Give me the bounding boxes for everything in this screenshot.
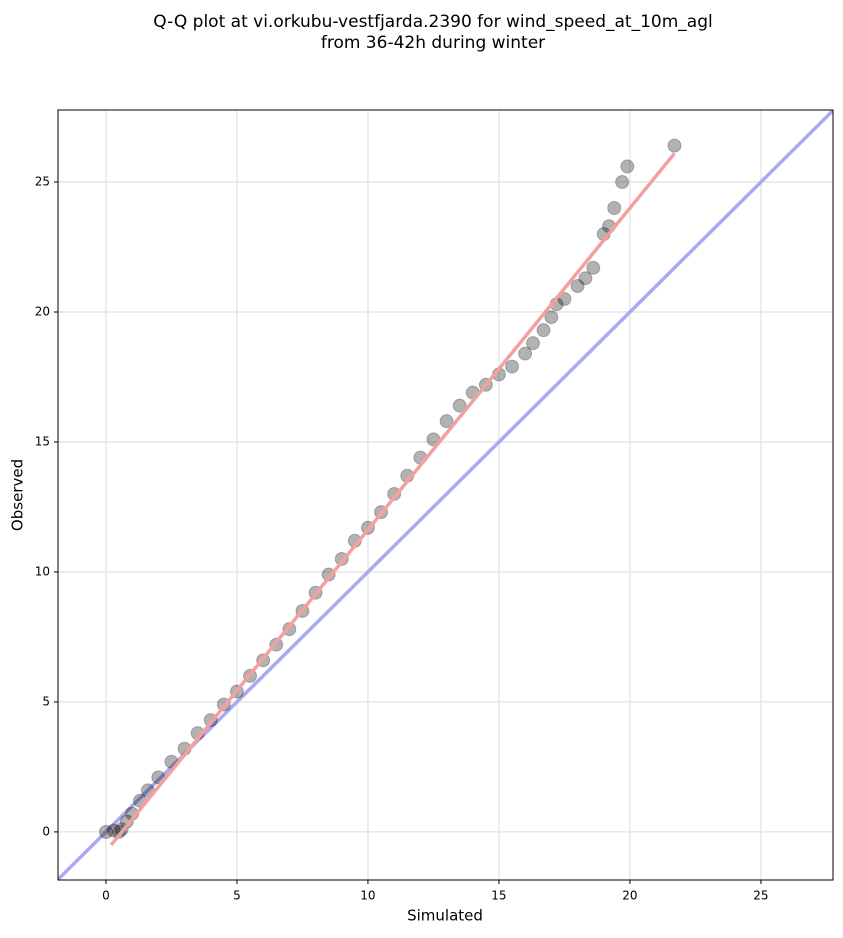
x-tick-label: 5 — [233, 889, 241, 903]
x-tick-label: 20 — [622, 889, 637, 903]
point — [452, 398, 467, 413]
y-tick-label: 0 — [42, 824, 50, 838]
y-axis-label: Observed — [9, 459, 27, 531]
x-tick-label: 25 — [753, 889, 768, 903]
point — [526, 336, 541, 351]
y-tick-label: 15 — [35, 434, 50, 448]
plot-area — [58, 110, 833, 880]
point — [387, 486, 402, 501]
chart-title: Q-Q plot at vi.orkubu-vestfjarda.2390 fo… — [153, 12, 712, 32]
y-tick-label: 25 — [35, 175, 50, 189]
point — [570, 278, 585, 293]
point — [620, 159, 635, 174]
point — [518, 346, 533, 361]
y-tick-label: 5 — [42, 694, 50, 708]
point — [98, 824, 113, 839]
axes: 0 5 10 15 20 25 0 5 10 15 20 25 — [35, 175, 769, 903]
chart-title: from 36-42h during winter — [321, 33, 545, 53]
point — [615, 175, 630, 190]
x-tick-label: 15 — [491, 889, 506, 903]
point — [106, 823, 121, 838]
y-tick-label: 10 — [35, 564, 50, 578]
y-tick-label: 20 — [35, 304, 50, 318]
grid — [58, 110, 833, 880]
point — [578, 271, 593, 286]
point — [536, 323, 551, 338]
point — [439, 414, 454, 429]
point — [667, 138, 682, 153]
plot-frame — [57, 109, 834, 881]
point — [505, 359, 520, 374]
point — [607, 201, 622, 216]
point — [586, 260, 601, 275]
fit-line — [109, 152, 676, 847]
point — [544, 310, 559, 325]
x-tick-label: 10 — [360, 889, 375, 903]
x-tick-label: 0 — [102, 889, 110, 903]
x-axis-label: Simulated — [407, 907, 483, 925]
